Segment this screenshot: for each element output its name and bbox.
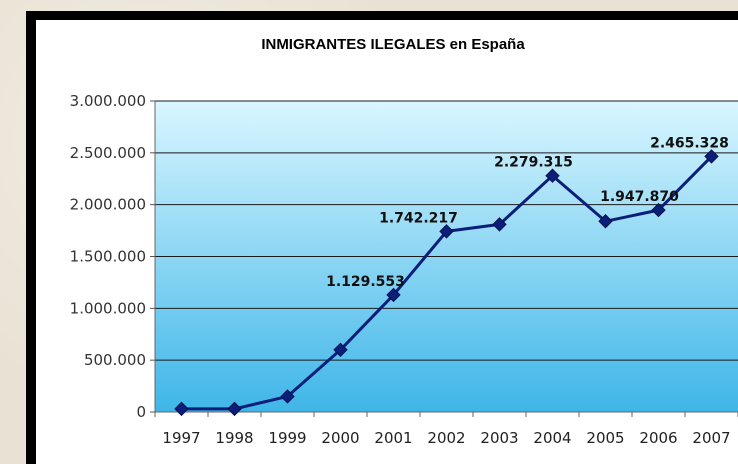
x-tick-label: 2007 [692,429,730,447]
y-axis-ticks: 0 500.000 1.000.000 1.500.000 2.000.000 2.500… [70,92,155,421]
x-tick-label: 1998 [215,429,253,447]
y-tick-label: 3.000.000 [70,92,146,110]
x-tick-label: 2003 [480,429,518,447]
x-tick-label: 2000 [321,429,359,447]
data-point [174,401,189,417]
data-label: 1.947.870 [600,189,679,205]
data-point [545,168,560,183]
y-tick-label: 2.500.000 [70,144,146,162]
x-tick-label: 2004 [533,429,571,447]
y-tick-label: 1.500.000 [70,248,146,266]
data-label: 1.129.553 [326,274,405,290]
data-point [651,202,666,218]
data-point [227,401,242,417]
y-tick-label: 2.000.000 [70,196,146,214]
x-tick-label: 1997 [162,429,200,447]
data-point [704,149,719,164]
x-tick-label: 1999 [268,429,306,447]
data-label: 2.465.328 [650,135,729,151]
x-tick-label: 2001 [374,429,412,447]
x-tick-label: 2002 [427,429,465,447]
x-tick-label: 2005 [586,429,624,447]
data-point [386,287,401,303]
x-tick-label: 2006 [639,429,677,447]
data-markers [174,149,719,417]
x-axis-ticks: 1997 1998 1999 2000 2001 2002 2003 2004 2005 2006… [154,412,738,447]
data-label: 2.279.315 [494,155,573,171]
data-label: 1.742.217 [379,210,458,226]
y-tick-label: 0 [136,403,146,421]
y-tick-label: 1.000.000 [70,299,146,317]
y-tick-label: 500.000 [84,351,146,369]
data-labels: 1.129.553 1.742.217 2.279.315 1.947.870 2.46… [326,135,729,289]
data-point [280,389,295,404]
chart-title: INMIGRANTES ILEGALES en España [261,36,525,53]
data-point [598,214,613,229]
data-point [333,342,348,358]
data-point [439,224,454,239]
data-point [492,217,507,232]
